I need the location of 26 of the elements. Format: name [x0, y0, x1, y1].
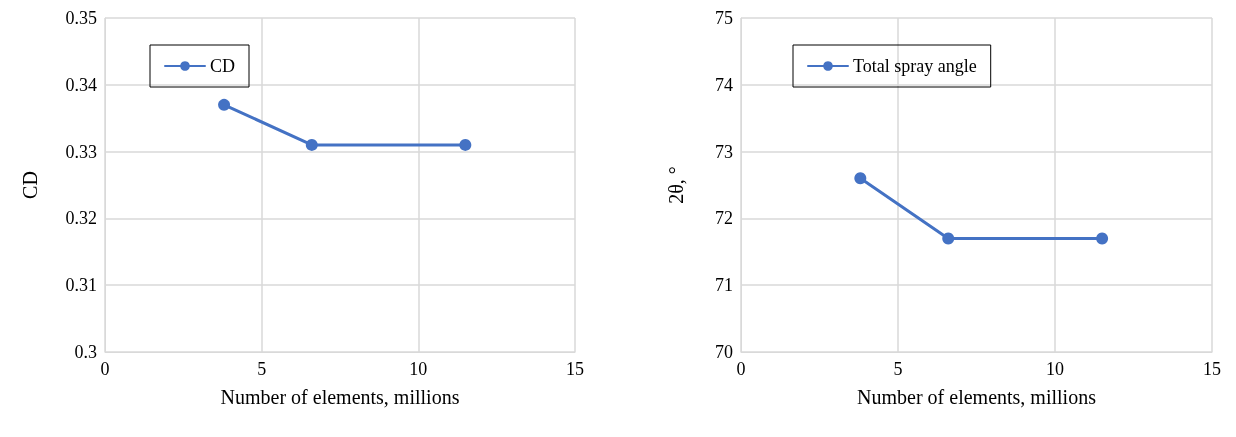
y-tick-label: 0.34 — [65, 74, 97, 95]
legend-label: Total spray angle — [853, 56, 977, 76]
y-tick-label: 73 — [715, 141, 733, 162]
y-tick-label: 74 — [715, 74, 733, 95]
x-tick-label: 5 — [893, 359, 903, 379]
x-tick-label: 0 — [100, 359, 110, 379]
y-tick-label: 75 — [715, 8, 733, 28]
x-tick-label: 15 — [566, 359, 584, 379]
x-tick-label: 10 — [1046, 359, 1064, 379]
x-axis-title: Number of elements, millions — [220, 386, 460, 408]
x-tick-label: 10 — [409, 359, 428, 379]
y-tick-label: 0.35 — [65, 8, 97, 28]
y-tick-label: 70 — [715, 342, 733, 362]
legend-label: CD — [210, 56, 236, 76]
y-tick-label: 0.3 — [74, 342, 97, 362]
y-tick-label: 0.32 — [65, 208, 97, 229]
x-axis-title: Number of elements, millions — [857, 386, 1097, 408]
x-tick-label: 15 — [1203, 359, 1221, 379]
y-axis-title: CD — [19, 171, 41, 199]
x-tick-label: 0 — [736, 359, 746, 379]
y-tick-label: 0.33 — [65, 141, 97, 162]
y-tick-label: 0.31 — [65, 275, 97, 296]
x-tick-label: 5 — [257, 359, 267, 379]
y-axis-title: 2θ, ° — [665, 166, 687, 204]
y-tick-label: 72 — [715, 208, 733, 229]
y-tick-label: 71 — [715, 275, 733, 296]
